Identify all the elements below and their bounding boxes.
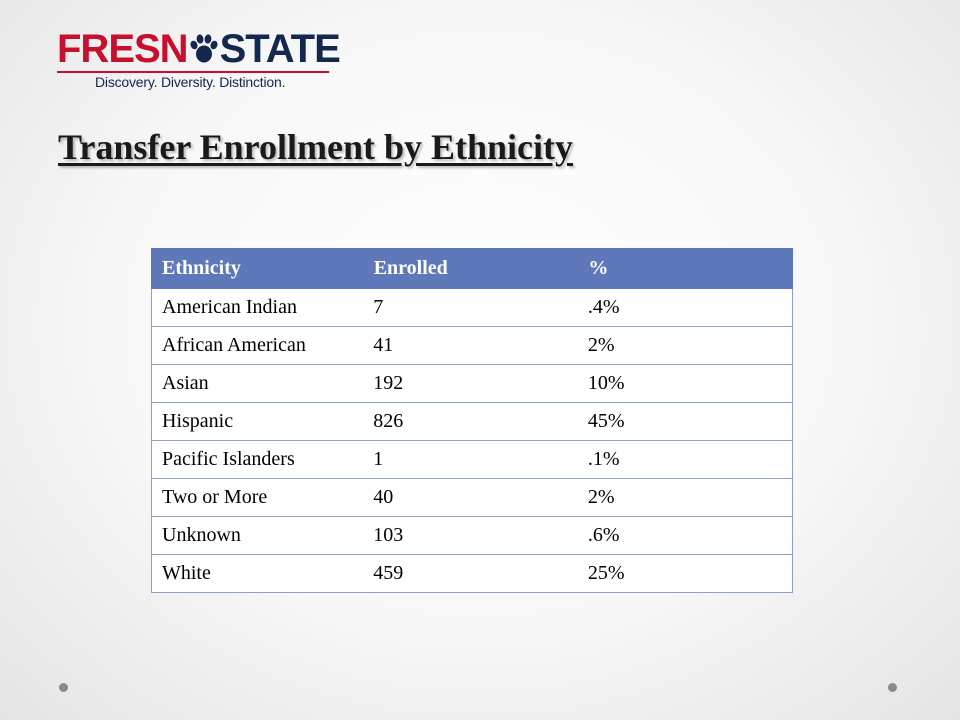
fresno-state-logo: FRESN STATE Discovery. Diversity. Distin… bbox=[57, 27, 341, 92]
table-row: Hispanic 826 45% bbox=[151, 402, 793, 441]
cell-enrolled: 41 bbox=[363, 326, 578, 365]
cell-enrolled: 459 bbox=[363, 554, 578, 593]
header-percent: % bbox=[577, 248, 793, 289]
table-row: Two or More 40 2% bbox=[151, 478, 793, 517]
table-row: African American 41 2% bbox=[151, 326, 793, 365]
paw-print-icon bbox=[190, 34, 218, 63]
cell-enrolled: 826 bbox=[363, 402, 578, 441]
logo-tagline: Discovery. Diversity. Distinction. bbox=[95, 74, 286, 90]
header-enrolled: Enrolled bbox=[362, 248, 579, 289]
cell-percent: 10% bbox=[577, 364, 793, 403]
table-row: Pacific Islanders 1 .1% bbox=[151, 440, 793, 479]
cell-percent: 45% bbox=[577, 402, 793, 441]
cell-ethnicity: American Indian bbox=[151, 288, 364, 327]
cell-ethnicity: White bbox=[151, 554, 364, 593]
cell-enrolled: 103 bbox=[363, 516, 578, 555]
cell-percent: 25% bbox=[577, 554, 793, 593]
table-header-row: Ethnicity Enrolled % bbox=[151, 248, 793, 289]
table-row: Asian 192 10% bbox=[151, 364, 793, 403]
table-row: Unknown 103 .6% bbox=[151, 516, 793, 555]
cell-enrolled: 40 bbox=[363, 478, 578, 517]
cell-ethnicity: Asian bbox=[151, 364, 364, 403]
header-ethnicity: Ethnicity bbox=[151, 248, 364, 289]
logo-word-fresn: FRESN bbox=[57, 27, 189, 71]
cell-percent: 2% bbox=[577, 478, 793, 517]
decorative-dot-left bbox=[59, 683, 68, 692]
logo-word-state: STATE bbox=[219, 27, 341, 71]
logo-divider bbox=[57, 71, 329, 73]
cell-ethnicity: Unknown bbox=[151, 516, 364, 555]
cell-ethnicity: Pacific Islanders bbox=[151, 440, 364, 479]
cell-enrolled: 7 bbox=[363, 288, 578, 327]
table-row: American Indian 7 .4% bbox=[151, 288, 793, 327]
cell-ethnicity: Hispanic bbox=[151, 402, 364, 441]
cell-ethnicity: African American bbox=[151, 326, 364, 365]
decorative-dot-right bbox=[888, 683, 897, 692]
cell-percent: 2% bbox=[577, 326, 793, 365]
cell-percent: .6% bbox=[577, 516, 793, 555]
cell-ethnicity: Two or More bbox=[151, 478, 364, 517]
logo-wordmark: FRESN STATE bbox=[57, 27, 341, 71]
slide-title: Transfer Enrollment by Ethnicity bbox=[58, 127, 574, 167]
cell-percent: .4% bbox=[577, 288, 793, 327]
cell-enrolled: 192 bbox=[363, 364, 578, 403]
table-row: White 459 25% bbox=[151, 554, 793, 593]
cell-percent: .1% bbox=[577, 440, 793, 479]
enrollment-table: Ethnicity Enrolled % American Indian 7 .… bbox=[151, 248, 793, 593]
cell-enrolled: 1 bbox=[363, 440, 578, 479]
